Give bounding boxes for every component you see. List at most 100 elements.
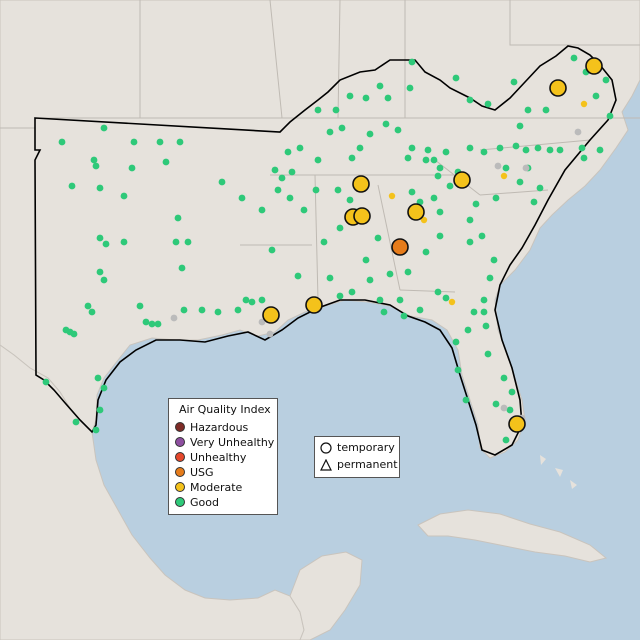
good-monitor-marker[interactable] xyxy=(58,138,66,146)
good-monitor-marker[interactable] xyxy=(242,296,250,304)
good-monitor-marker[interactable] xyxy=(522,146,530,154)
no-data-monitor-marker[interactable] xyxy=(258,318,266,326)
moderate-temporary-monitor-marker[interactable] xyxy=(585,57,603,75)
good-monitor-marker[interactable] xyxy=(536,184,544,192)
good-monitor-marker[interactable] xyxy=(102,240,110,248)
good-monitor-marker[interactable] xyxy=(92,426,100,434)
good-monitor-marker[interactable] xyxy=(524,106,532,114)
good-monitor-marker[interactable] xyxy=(480,296,488,304)
good-monitor-marker[interactable] xyxy=(556,146,564,154)
good-monitor-marker[interactable] xyxy=(128,164,136,172)
good-monitor-marker[interactable] xyxy=(362,94,370,102)
good-monitor-marker[interactable] xyxy=(178,264,186,272)
no-data-monitor-marker[interactable] xyxy=(574,128,582,136)
good-monitor-marker[interactable] xyxy=(434,172,442,180)
good-monitor-marker[interactable] xyxy=(68,182,76,190)
good-monitor-marker[interactable] xyxy=(314,106,322,114)
good-monitor-marker[interactable] xyxy=(72,418,80,426)
good-monitor-marker[interactable] xyxy=(84,302,92,310)
good-monitor-marker[interactable] xyxy=(180,306,188,314)
no-data-monitor-marker[interactable] xyxy=(500,404,508,412)
good-monitor-marker[interactable] xyxy=(286,194,294,202)
good-monitor-marker[interactable] xyxy=(294,272,302,280)
good-monitor-marker[interactable] xyxy=(174,214,182,222)
good-monitor-marker[interactable] xyxy=(400,312,408,320)
good-monitor-marker[interactable] xyxy=(442,148,450,156)
good-monitor-marker[interactable] xyxy=(348,154,356,162)
good-monitor-marker[interactable] xyxy=(464,326,472,334)
good-monitor-marker[interactable] xyxy=(466,144,474,152)
good-monitor-marker[interactable] xyxy=(424,146,432,154)
good-monitor-marker[interactable] xyxy=(496,144,504,152)
no-data-monitor-marker[interactable] xyxy=(170,314,178,322)
good-monitor-marker[interactable] xyxy=(176,138,184,146)
moderate-monitor-marker[interactable] xyxy=(388,192,396,200)
good-monitor-marker[interactable] xyxy=(92,162,100,170)
good-monitor-marker[interactable] xyxy=(234,306,242,314)
good-monitor-marker[interactable] xyxy=(100,384,108,392)
good-monitor-marker[interactable] xyxy=(142,318,150,326)
good-monitor-marker[interactable] xyxy=(510,78,518,86)
good-monitor-marker[interactable] xyxy=(214,308,222,316)
good-monitor-marker[interactable] xyxy=(296,144,304,152)
good-monitor-marker[interactable] xyxy=(508,388,516,396)
good-monitor-marker[interactable] xyxy=(376,82,384,90)
good-monitor-marker[interactable] xyxy=(336,224,344,232)
good-monitor-marker[interactable] xyxy=(546,146,554,154)
good-monitor-marker[interactable] xyxy=(492,400,500,408)
good-monitor-marker[interactable] xyxy=(94,374,102,382)
good-monitor-marker[interactable] xyxy=(502,164,510,172)
good-monitor-marker[interactable] xyxy=(238,194,246,202)
moderate-monitor-marker[interactable] xyxy=(448,298,456,306)
good-monitor-marker[interactable] xyxy=(148,320,156,328)
good-monitor-marker[interactable] xyxy=(284,148,292,156)
moderate-temporary-monitor-marker[interactable] xyxy=(453,171,471,189)
good-monitor-marker[interactable] xyxy=(606,112,614,120)
good-monitor-marker[interactable] xyxy=(96,234,104,242)
good-monitor-marker[interactable] xyxy=(88,308,96,316)
good-monitor-marker[interactable] xyxy=(184,238,192,246)
good-monitor-marker[interactable] xyxy=(42,378,50,386)
good-monitor-marker[interactable] xyxy=(326,274,334,282)
good-monitor-marker[interactable] xyxy=(248,298,256,306)
good-monitor-marker[interactable] xyxy=(466,238,474,246)
good-monitor-marker[interactable] xyxy=(268,246,276,254)
moderate-monitor-marker[interactable] xyxy=(420,216,428,224)
good-monitor-marker[interactable] xyxy=(592,92,600,100)
moderate-monitor-marker[interactable] xyxy=(500,172,508,180)
good-monitor-marker[interactable] xyxy=(312,186,320,194)
good-monitor-marker[interactable] xyxy=(466,96,474,104)
good-monitor-marker[interactable] xyxy=(486,274,494,282)
good-monitor-marker[interactable] xyxy=(120,192,128,200)
good-monitor-marker[interactable] xyxy=(334,186,342,194)
good-monitor-marker[interactable] xyxy=(408,58,416,66)
good-monitor-marker[interactable] xyxy=(436,232,444,240)
good-monitor-marker[interactable] xyxy=(454,366,462,374)
good-monitor-marker[interactable] xyxy=(326,128,334,136)
good-monitor-marker[interactable] xyxy=(506,406,514,414)
good-monitor-marker[interactable] xyxy=(136,302,144,310)
good-monitor-marker[interactable] xyxy=(120,238,128,246)
good-monitor-marker[interactable] xyxy=(338,124,346,132)
good-monitor-marker[interactable] xyxy=(446,182,454,190)
good-monitor-marker[interactable] xyxy=(156,138,164,146)
good-monitor-marker[interactable] xyxy=(422,248,430,256)
good-monitor-marker[interactable] xyxy=(404,268,412,276)
good-monitor-marker[interactable] xyxy=(96,406,104,414)
good-monitor-marker[interactable] xyxy=(436,164,444,172)
good-monitor-marker[interactable] xyxy=(578,144,586,152)
good-monitor-marker[interactable] xyxy=(500,374,508,382)
good-monitor-marker[interactable] xyxy=(430,156,438,164)
good-monitor-marker[interactable] xyxy=(271,166,279,174)
moderate-temporary-monitor-marker[interactable] xyxy=(352,175,370,193)
good-monitor-marker[interactable] xyxy=(320,238,328,246)
good-monitor-marker[interactable] xyxy=(484,350,492,358)
good-monitor-marker[interactable] xyxy=(90,156,98,164)
good-monitor-marker[interactable] xyxy=(452,338,460,346)
good-monitor-marker[interactable] xyxy=(490,256,498,264)
good-monitor-marker[interactable] xyxy=(484,100,492,108)
good-monitor-marker[interactable] xyxy=(530,198,538,206)
good-monitor-marker[interactable] xyxy=(436,208,444,216)
no-data-monitor-marker[interactable] xyxy=(522,164,530,172)
